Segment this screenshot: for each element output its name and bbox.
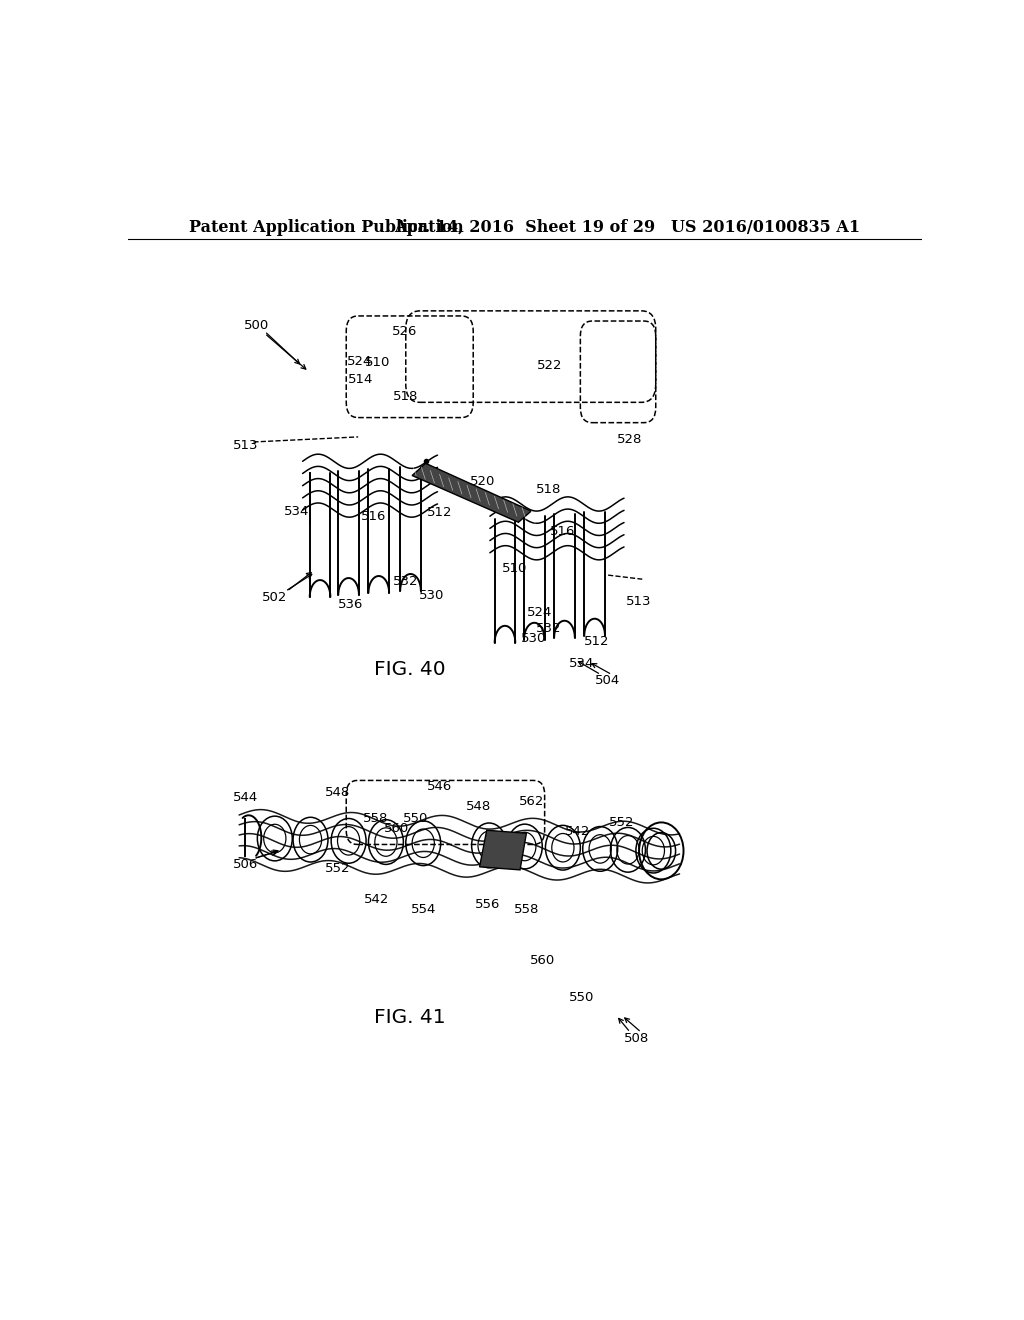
Text: 524: 524: [527, 606, 553, 619]
Text: 530: 530: [521, 632, 546, 644]
Text: 530: 530: [419, 589, 443, 602]
Text: 542: 542: [564, 825, 590, 838]
Text: 548: 548: [325, 787, 350, 799]
Text: 532: 532: [536, 623, 561, 635]
Text: FIG. 40: FIG. 40: [374, 660, 445, 680]
Text: 508: 508: [624, 1032, 649, 1045]
Text: 502: 502: [262, 591, 288, 605]
Text: FIG. 41: FIG. 41: [374, 1007, 445, 1027]
Text: 510: 510: [502, 561, 527, 574]
Text: 500: 500: [244, 318, 269, 331]
Text: 510: 510: [366, 356, 391, 370]
Text: 562: 562: [518, 795, 544, 808]
Text: 560: 560: [529, 954, 555, 966]
Text: 513: 513: [626, 595, 651, 609]
Text: 522: 522: [537, 359, 562, 372]
Text: 532: 532: [393, 574, 419, 587]
Text: 512: 512: [585, 635, 609, 648]
Text: 552: 552: [609, 816, 635, 829]
Text: 518: 518: [536, 483, 561, 496]
Text: 558: 558: [362, 812, 388, 825]
Text: 554: 554: [412, 903, 436, 916]
Text: Patent Application Publication: Patent Application Publication: [189, 219, 464, 236]
Text: 542: 542: [364, 892, 389, 906]
Text: 514: 514: [348, 374, 373, 387]
Text: 550: 550: [569, 991, 595, 1005]
Text: 552: 552: [325, 862, 350, 875]
Text: 558: 558: [514, 903, 539, 916]
Text: 556: 556: [475, 898, 500, 911]
Text: 544: 544: [232, 791, 258, 804]
Text: 548: 548: [466, 800, 492, 813]
Text: 518: 518: [393, 389, 419, 403]
Text: 560: 560: [384, 822, 409, 834]
Text: US 2016/0100835 A1: US 2016/0100835 A1: [672, 219, 860, 236]
Text: 504: 504: [595, 675, 620, 688]
Polygon shape: [479, 830, 526, 870]
Text: 528: 528: [616, 433, 642, 446]
Text: 536: 536: [338, 598, 362, 611]
Text: 546: 546: [426, 780, 452, 793]
Text: 550: 550: [403, 812, 429, 825]
Text: 534: 534: [568, 657, 594, 671]
Text: 524: 524: [347, 355, 373, 368]
Text: 512: 512: [427, 506, 453, 519]
Text: 516: 516: [360, 510, 386, 523]
Text: Apr. 14, 2016  Sheet 19 of 29: Apr. 14, 2016 Sheet 19 of 29: [394, 219, 655, 236]
Polygon shape: [412, 463, 531, 523]
Text: 526: 526: [391, 325, 417, 338]
Text: 534: 534: [284, 504, 309, 517]
Text: 513: 513: [232, 438, 258, 451]
Text: 506: 506: [232, 858, 258, 871]
Text: 516: 516: [550, 525, 575, 539]
Text: 520: 520: [470, 475, 496, 488]
